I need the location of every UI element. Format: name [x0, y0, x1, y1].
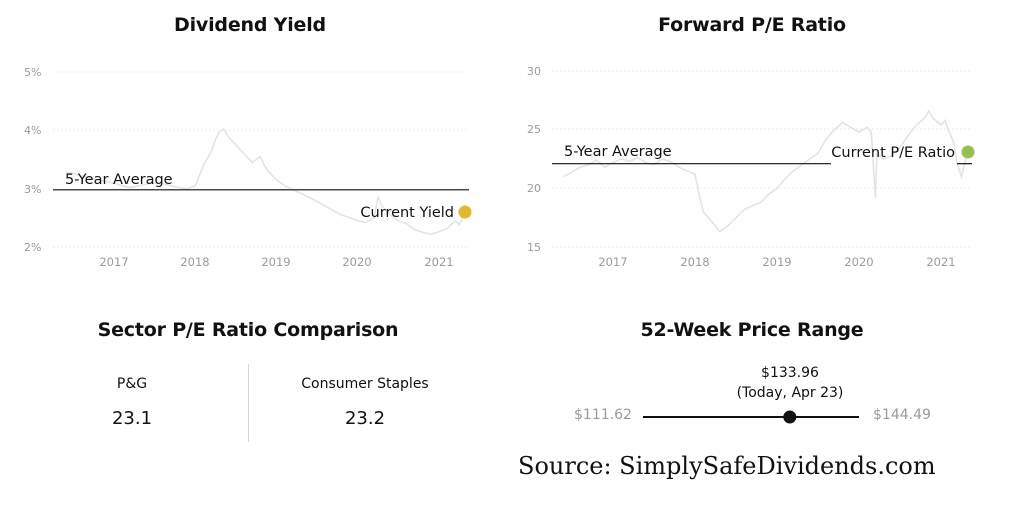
x-tick-label: 2021 [926, 255, 955, 269]
sector-right-name: Consumer Staples [301, 376, 429, 392]
y-tick-label: 30 [527, 65, 541, 78]
x-tick-label: 2018 [180, 255, 209, 269]
x-tick-label: 2020 [844, 255, 873, 269]
current-value-dot [458, 205, 472, 219]
sector-pe-title: Sector P/E Ratio Comparison [97, 319, 399, 341]
five-year-average-label: 5-Year Average [65, 172, 173, 188]
y-tick-label: 20 [527, 182, 541, 195]
sector-divider [248, 364, 249, 442]
current-price-label: $133.96 (Today, Apr 23) [700, 363, 880, 403]
current-price-dot [783, 410, 797, 424]
history-line [65, 128, 466, 236]
sector-left-name: P&G [116, 376, 148, 392]
x-tick-label: 2019 [261, 255, 290, 269]
current-date: (Today, Apr 23) [736, 385, 844, 401]
range-low-label: $111.62 [574, 407, 632, 423]
y-tick-label: 15 [527, 241, 541, 254]
current-value-label: Current Yield [360, 205, 454, 221]
x-tick-label: 2021 [424, 255, 453, 269]
current-price: $133.96 [761, 365, 819, 381]
x-tick-label: 2017 [99, 255, 128, 269]
x-tick-label: 2017 [598, 255, 627, 269]
source-caption: Source: SimplySafeDividends.com [518, 452, 936, 480]
sector-left-value: 23.1 [111, 408, 153, 429]
x-tick-label: 2020 [342, 255, 371, 269]
x-tick-label: 2018 [680, 255, 709, 269]
forward-pe-title: Forward P/E Ratio [658, 14, 846, 36]
dividend-yield-title: Dividend Yield [174, 14, 326, 36]
y-tick-label: 2% [24, 241, 41, 254]
five-year-average-label: 5-Year Average [564, 144, 672, 160]
current-value-dot [961, 145, 975, 159]
price-range-title: 52-Week Price Range [640, 319, 864, 341]
y-tick-label: 5% [24, 66, 41, 79]
range-high-label: $144.49 [873, 407, 931, 423]
y-tick-label: 25 [527, 123, 541, 136]
sector-right-value: 23.2 [344, 408, 386, 429]
history-line [563, 109, 968, 233]
current-value-label: Current P/E Ratio [831, 145, 955, 161]
y-tick-label: 3% [24, 183, 41, 196]
x-tick-label: 2019 [762, 255, 791, 269]
y-tick-label: 4% [24, 124, 41, 137]
